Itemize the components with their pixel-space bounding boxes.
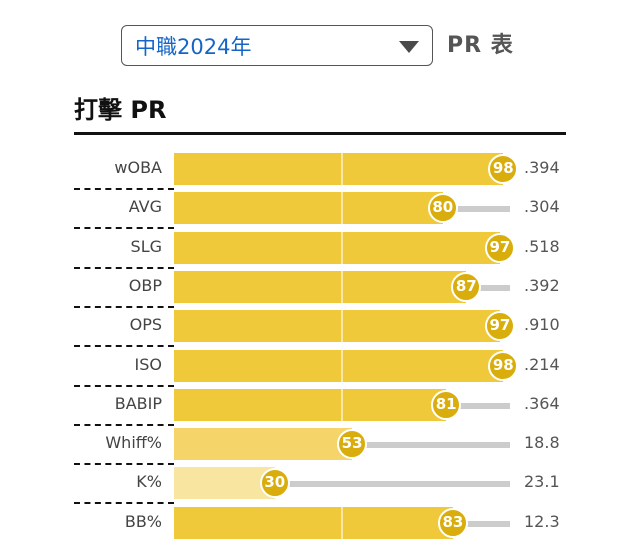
pr-row: wOBA 98 .394 bbox=[0, 151, 640, 190]
stat-label: K% bbox=[136, 472, 162, 491]
row-divider bbox=[74, 345, 174, 347]
pr-row: K% 30 23.1 bbox=[0, 465, 640, 504]
pr-badge: 87 bbox=[451, 272, 482, 302]
section-title: 打擊 PR bbox=[74, 96, 167, 124]
bar-gridline bbox=[341, 389, 343, 421]
pr-bar bbox=[174, 428, 353, 460]
stat-value: 23.1 bbox=[524, 472, 560, 491]
pr-badge: 83 bbox=[437, 508, 468, 538]
row-divider bbox=[74, 502, 174, 504]
row-divider bbox=[74, 267, 174, 269]
pr-bar bbox=[174, 507, 453, 539]
bar-gridline bbox=[341, 507, 343, 539]
pr-bar bbox=[174, 192, 443, 224]
stat-value: 18.8 bbox=[524, 433, 560, 452]
pr-track bbox=[174, 481, 510, 487]
stat-value: .910 bbox=[524, 315, 560, 334]
pr-bar bbox=[174, 389, 447, 421]
pr-row: OBP 87 .392 bbox=[0, 269, 640, 308]
stat-label: BB% bbox=[124, 512, 162, 531]
chevron-down-icon[interactable] bbox=[399, 41, 419, 53]
bar-gridline bbox=[341, 350, 343, 382]
row-divider bbox=[74, 306, 174, 308]
section-divider bbox=[74, 132, 566, 135]
stat-label: OPS bbox=[129, 315, 162, 334]
pr-row: SLG 97 .518 bbox=[0, 230, 640, 269]
pr-bar bbox=[174, 467, 275, 499]
stat-value: .214 bbox=[524, 355, 560, 374]
bar-gridline bbox=[341, 232, 343, 264]
pr-row: Whiff% 53 18.8 bbox=[0, 426, 640, 465]
pr-bar bbox=[174, 350, 504, 382]
stat-label: wOBA bbox=[114, 158, 162, 177]
pr-badge: 30 bbox=[259, 468, 290, 498]
pr-badge: 53 bbox=[337, 429, 368, 459]
stat-label: Whiff% bbox=[105, 433, 162, 452]
pr-row: AVG 80 .304 bbox=[0, 190, 640, 229]
stat-label: SLG bbox=[130, 237, 162, 256]
pr-badge: 81 bbox=[431, 390, 462, 420]
pr-badge: 98 bbox=[488, 351, 519, 381]
pr-bar bbox=[174, 271, 467, 303]
pr-row: OPS 97 .910 bbox=[0, 308, 640, 347]
stat-value: .392 bbox=[524, 276, 560, 295]
bar-gridline bbox=[341, 153, 343, 185]
header-suffix: PR 表 bbox=[447, 33, 514, 58]
pr-bar bbox=[174, 232, 500, 264]
bar-gridline bbox=[341, 310, 343, 342]
stat-value: .364 bbox=[524, 394, 560, 413]
stat-label: AVG bbox=[128, 197, 162, 216]
stat-label: ISO bbox=[134, 355, 162, 374]
stat-label: OBP bbox=[128, 276, 162, 295]
row-divider bbox=[74, 227, 174, 229]
pr-row: BB% 83 12.3 bbox=[0, 505, 640, 539]
pr-bar bbox=[174, 310, 500, 342]
season-select-value: 中職2024年 bbox=[135, 35, 252, 59]
row-divider bbox=[74, 188, 174, 190]
stat-value: .304 bbox=[524, 197, 560, 216]
row-divider bbox=[74, 463, 174, 465]
row-divider bbox=[74, 424, 174, 426]
pr-bar bbox=[174, 153, 504, 185]
pr-badge: 98 bbox=[488, 154, 519, 184]
stat-label: BABIP bbox=[114, 394, 162, 413]
row-divider bbox=[74, 385, 174, 387]
stat-value: 12.3 bbox=[524, 512, 560, 531]
pr-row: ISO 98 .214 bbox=[0, 348, 640, 387]
bar-gridline bbox=[341, 192, 343, 224]
pr-row: BABIP 81 .364 bbox=[0, 387, 640, 426]
pr-badge: 80 bbox=[427, 193, 458, 223]
season-select[interactable]: 中職2024年 bbox=[121, 25, 433, 66]
stat-value: .518 bbox=[524, 237, 560, 256]
pr-badge: 97 bbox=[484, 233, 515, 263]
pr-badge: 97 bbox=[484, 311, 515, 341]
stat-value: .394 bbox=[524, 158, 560, 177]
bar-gridline bbox=[341, 271, 343, 303]
